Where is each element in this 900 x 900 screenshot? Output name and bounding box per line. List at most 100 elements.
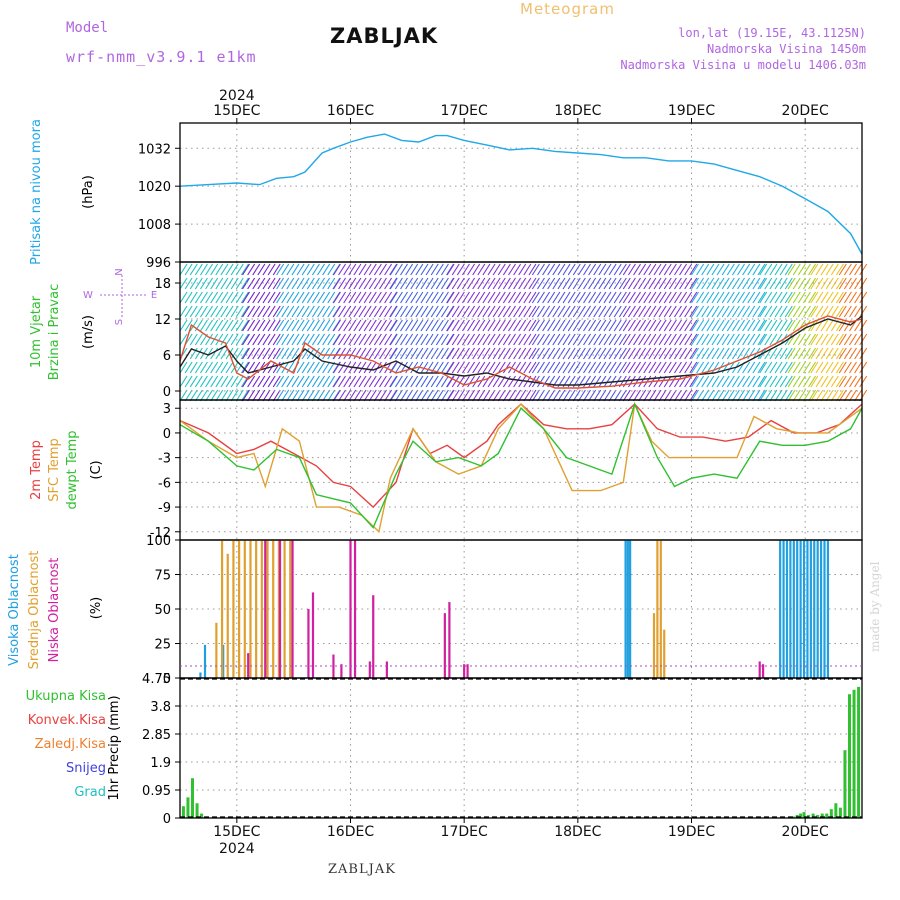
precip-axis-title: 1hr Precip (mm) <box>107 695 122 800</box>
wind-barb <box>618 263 627 276</box>
wind-barb <box>435 291 444 304</box>
pressure-axis-title: Pritisak na nivou mora <box>29 119 44 265</box>
wind-barb <box>235 291 244 304</box>
wind-barb <box>552 291 561 304</box>
wind-barb <box>363 305 372 318</box>
wind-barb <box>691 375 699 388</box>
wind-barb <box>603 375 612 388</box>
wind-barb <box>668 277 677 290</box>
wind-barb <box>577 347 586 360</box>
bar-cloud_cover <box>629 540 632 678</box>
wind-barb <box>435 333 444 346</box>
wind-barb <box>358 263 367 276</box>
temp-axis-title-2m: 2m Temp <box>29 440 44 500</box>
wind-barb <box>643 263 652 276</box>
wind-barb <box>835 277 844 290</box>
wind-barb <box>415 305 424 318</box>
wind-barb <box>572 347 581 360</box>
wind-barb <box>684 347 693 360</box>
wind-barb <box>820 305 829 318</box>
wind-barb <box>435 389 444 402</box>
wind-barb <box>648 263 657 276</box>
bar-cloud_cover <box>779 540 782 678</box>
wind-barb <box>262 263 271 276</box>
wind-barb <box>742 347 751 360</box>
wind-barb <box>358 389 367 402</box>
wind-barb <box>394 347 403 360</box>
wind-barb <box>296 389 305 402</box>
wind-barb <box>523 319 532 332</box>
wind-barb <box>531 389 540 402</box>
wind-barb <box>779 389 788 402</box>
precip-legend-2: Zaledj.Kisa <box>35 737 106 752</box>
wind-barb <box>210 347 219 360</box>
wind-barb <box>482 277 491 290</box>
bottom-day-label: 20DEC <box>782 824 829 840</box>
wind-barb <box>588 263 597 276</box>
bar-cloud_cover <box>215 622 218 678</box>
y-tick-label: 0 <box>163 812 171 827</box>
wind-barb <box>225 375 234 388</box>
wind-barb <box>472 389 481 402</box>
wind-barb <box>327 319 336 332</box>
wind-barb <box>210 389 219 402</box>
wind-barb <box>537 375 545 388</box>
wind-barb <box>854 263 863 276</box>
wind-barb <box>542 319 551 332</box>
wind-barb <box>701 389 710 402</box>
wind-barb <box>199 389 208 402</box>
y-tick-label: 75 <box>154 569 171 584</box>
bar-precipitation <box>825 813 829 818</box>
wind-barb <box>394 305 403 318</box>
wind-barb <box>322 375 331 388</box>
wind-barb <box>684 389 693 402</box>
wind-barb <box>797 333 806 346</box>
wind-barb <box>721 263 730 276</box>
wind-barb <box>242 389 250 402</box>
wind-barb <box>461 263 470 276</box>
wind-barb <box>757 375 766 388</box>
wind-barb <box>210 319 219 332</box>
wind-barb <box>598 319 607 332</box>
wind-barb <box>792 347 801 360</box>
wind-barb <box>588 305 597 318</box>
bar-cloud_cover <box>758 661 761 678</box>
top-day-label: 19DEC <box>668 103 715 119</box>
wind-barb <box>242 263 250 276</box>
wind-barb <box>679 333 688 346</box>
wind-barb <box>808 389 817 402</box>
wind-barb <box>859 389 868 402</box>
wind-barb <box>653 361 662 374</box>
wind-barb <box>379 291 387 304</box>
wind-barb <box>472 361 481 374</box>
wind-barb <box>802 389 811 402</box>
wind-barb <box>291 319 300 332</box>
wind-barb <box>815 333 824 346</box>
wind-barb <box>542 305 551 318</box>
wind-barb <box>774 389 783 402</box>
wind-barb <box>769 305 778 318</box>
wind-barb <box>518 361 527 374</box>
wind-barb <box>679 291 688 304</box>
wind-barb <box>779 277 788 290</box>
wind-barb <box>689 333 698 346</box>
wind-barb <box>784 319 793 332</box>
wind-barb <box>696 347 705 360</box>
wind-barb <box>835 263 844 276</box>
wind-barb <box>240 319 249 332</box>
wind-barb <box>508 263 516 276</box>
wind-barb <box>311 277 320 290</box>
wind-barb <box>353 263 362 276</box>
wind-barb <box>787 389 796 402</box>
wind-barb <box>497 277 506 290</box>
wind-barb <box>306 305 315 318</box>
wind-barb <box>633 333 641 346</box>
wind-barb <box>742 277 751 290</box>
precip-legend-1: Konvek.Kisa <box>28 713 106 728</box>
bar-cloud_cover <box>659 540 662 678</box>
wind-barb <box>784 361 793 374</box>
wind-barb <box>557 333 566 346</box>
wind-barb <box>618 361 627 374</box>
wind-barb <box>613 291 622 304</box>
wind-barb <box>296 319 305 332</box>
